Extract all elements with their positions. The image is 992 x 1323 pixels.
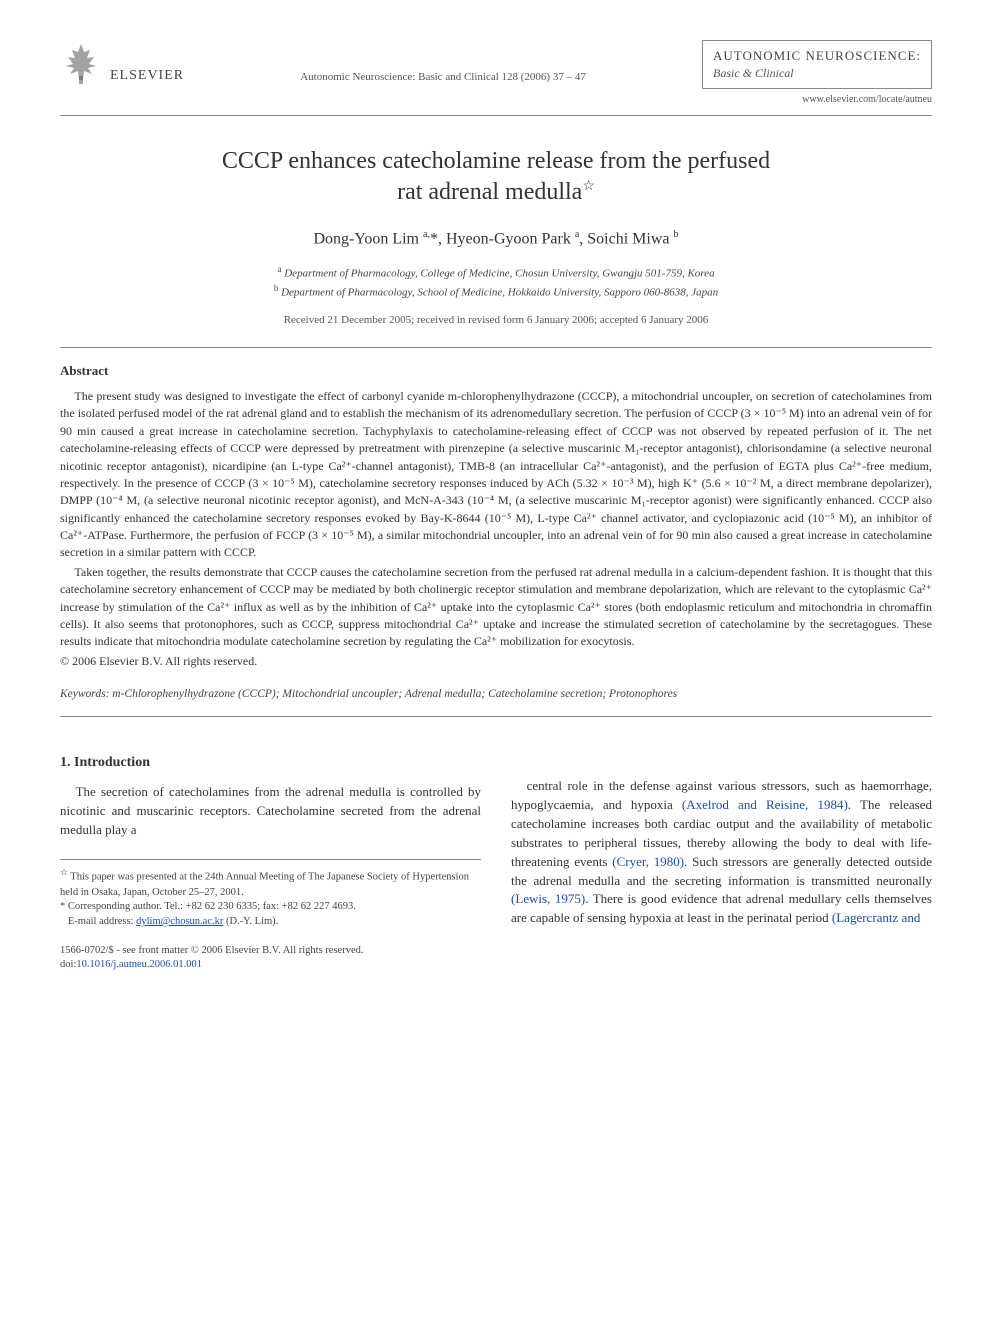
keywords-label: Keywords: xyxy=(60,688,109,700)
body-columns: 1. Introduction The secretion of catecho… xyxy=(60,731,932,973)
authors-line: Dong-Yoon Lim a,*, Hyeon-Gyoon Park a, S… xyxy=(60,228,932,251)
footnote-star-text: This paper was presented at the 24th Ann… xyxy=(60,872,469,898)
abstract-top-rule xyxy=(60,347,932,348)
doi-line: doi:10.1016/j.autneu.2006.01.001 xyxy=(60,958,481,973)
author-3-affil: b xyxy=(674,229,679,240)
body-column-left: 1. Introduction The secretion of catecho… xyxy=(60,731,481,973)
author-sep: , xyxy=(438,231,446,248)
abstract-body: The present study was designed to invest… xyxy=(60,388,932,670)
citation-link-lewis[interactable]: (Lewis, 1975) xyxy=(511,891,585,906)
keywords-line: Keywords: m-Chlorophenylhydrazone (CCCP)… xyxy=(60,686,932,702)
page-header: ELSEVIER Autonomic Neuroscience: Basic a… xyxy=(60,40,932,107)
article-title: CCCP enhances catecholamine release from… xyxy=(60,146,932,208)
author-3: Soichi Miwa xyxy=(587,231,673,248)
affiliation-a: Department of Pharmacology, College of M… xyxy=(284,268,714,280)
header-rule xyxy=(60,115,932,116)
abstract-para-1: The present study was designed to invest… xyxy=(60,388,932,562)
corresponding-email-link[interactable]: dylim@chosun.ac.kr xyxy=(136,916,223,927)
email-who: (D.-Y. Lim). xyxy=(226,916,278,927)
affiliations: a Department of Pharmacology, College of… xyxy=(60,263,932,301)
citation-link-lagercrantz[interactable]: (Lagercrantz and xyxy=(832,910,920,925)
abstract-para-2: Taken together, the results demonstrate … xyxy=(60,564,932,651)
footnote-email-line: E-mail address: dylim@chosun.ac.kr (D.-Y… xyxy=(60,915,481,930)
affiliation-b: Department of Pharmacology, School of Me… xyxy=(281,287,718,299)
journal-citation: Autonomic Neuroscience: Basic and Clinic… xyxy=(184,40,702,85)
footnotes-block: ☆ This paper was presented at the 24th A… xyxy=(60,859,481,929)
citation-link-axelrod[interactable]: (Axelrod and Reisine, 1984) xyxy=(682,797,848,812)
intro-para-right: central role in the defense against vari… xyxy=(511,777,932,928)
email-label: E-mail address: xyxy=(68,916,134,927)
author-2: Hyeon-Gyoon Park xyxy=(446,231,575,248)
elsevier-tree-icon xyxy=(60,40,102,86)
journal-brand-title: AUTONOMIC NEUROSCIENCE: xyxy=(713,47,921,65)
corresponding-star-icon: * xyxy=(430,231,438,248)
footnote-star: ☆ This paper was presented at the 24th A… xyxy=(60,866,481,900)
abstract-heading: Abstract xyxy=(60,362,932,380)
intro-para-left: The secretion of catecholamines from the… xyxy=(60,783,481,840)
issn-line: 1566-0702/$ - see front matter © 2006 El… xyxy=(60,944,481,959)
section-heading-intro: 1. Introduction xyxy=(60,753,481,773)
keywords-list: m-Chlorophenylhydrazone (CCCP); Mitochon… xyxy=(112,688,677,700)
title-line-1: CCCP enhances catecholamine release from… xyxy=(222,148,770,174)
footnote-star-icon: ☆ xyxy=(60,867,68,877)
abstract-bottom-rule xyxy=(60,716,932,717)
body-column-right: central role in the defense against vari… xyxy=(511,731,932,973)
doi-label: doi: xyxy=(60,959,76,970)
journal-brand-block: AUTONOMIC NEUROSCIENCE: Basic & Clinical… xyxy=(702,40,932,107)
publisher-block: ELSEVIER xyxy=(60,40,184,86)
abstract-copyright: © 2006 Elsevier B.V. All rights reserved… xyxy=(60,653,932,670)
title-line-2: rat adrenal medulla xyxy=(397,179,582,205)
author-1: Dong-Yoon Lim xyxy=(314,231,424,248)
title-footnote-star-icon: ☆ xyxy=(582,179,595,194)
journal-brand-subtitle: Basic & Clinical xyxy=(713,65,921,82)
footnote-corresponding: * Corresponding author. Tel.: +82 62 230… xyxy=(60,900,481,915)
article-dates: Received 21 December 2005; received in r… xyxy=(60,313,932,328)
publisher-name: ELSEVIER xyxy=(110,66,184,86)
doi-link[interactable]: 10.1016/j.autneu.2006.01.001 xyxy=(76,959,202,970)
author-1-affil: a, xyxy=(423,229,430,240)
citation-link-cryer[interactable]: (Cryer, 1980) xyxy=(612,854,684,869)
journal-url: www.elsevier.com/locate/autneu xyxy=(702,93,932,107)
footer-meta: 1566-0702/$ - see front matter © 2006 El… xyxy=(60,944,481,973)
